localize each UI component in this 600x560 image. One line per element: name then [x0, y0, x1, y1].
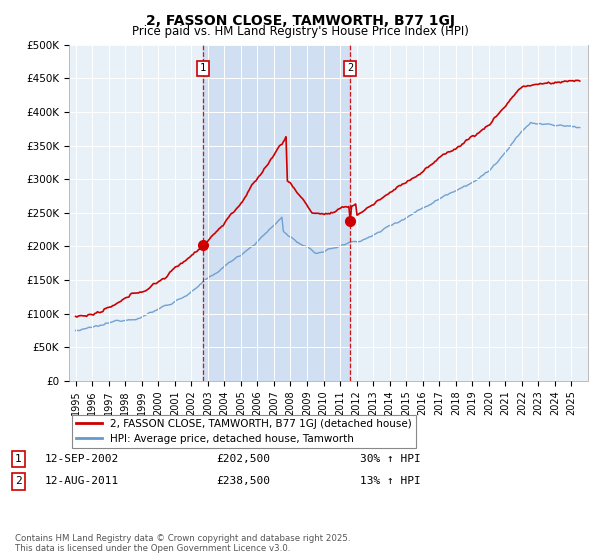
Text: 30% ↑ HPI: 30% ↑ HPI [360, 454, 421, 464]
Text: 12-AUG-2011: 12-AUG-2011 [45, 477, 119, 487]
Text: 12-SEP-2002: 12-SEP-2002 [45, 454, 119, 464]
Bar [203, 45, 350, 381]
Text: Contains HM Land Registry data © Crown copyright and database right 2025.
This d: Contains HM Land Registry data © Crown c… [15, 534, 350, 553]
Legend: 2, FASSON CLOSE, TAMWORTH, B77 1GJ (detached house), HPI: Average price, detache: 2, FASSON CLOSE, TAMWORTH, B77 1GJ (deta… [71, 414, 416, 448]
Text: 13% ↑ HPI: 13% ↑ HPI [360, 477, 421, 487]
Text: 2, FASSON CLOSE, TAMWORTH, B77 1GJ: 2, FASSON CLOSE, TAMWORTH, B77 1GJ [146, 14, 455, 28]
Text: 2: 2 [15, 477, 22, 487]
Text: £202,500: £202,500 [216, 454, 270, 464]
Text: 1: 1 [15, 454, 22, 464]
Text: £238,500: £238,500 [216, 477, 270, 487]
Text: Price paid vs. HM Land Registry's House Price Index (HPI): Price paid vs. HM Land Registry's House … [131, 25, 469, 38]
Text: 1: 1 [200, 63, 206, 73]
Text: 2: 2 [347, 63, 353, 73]
